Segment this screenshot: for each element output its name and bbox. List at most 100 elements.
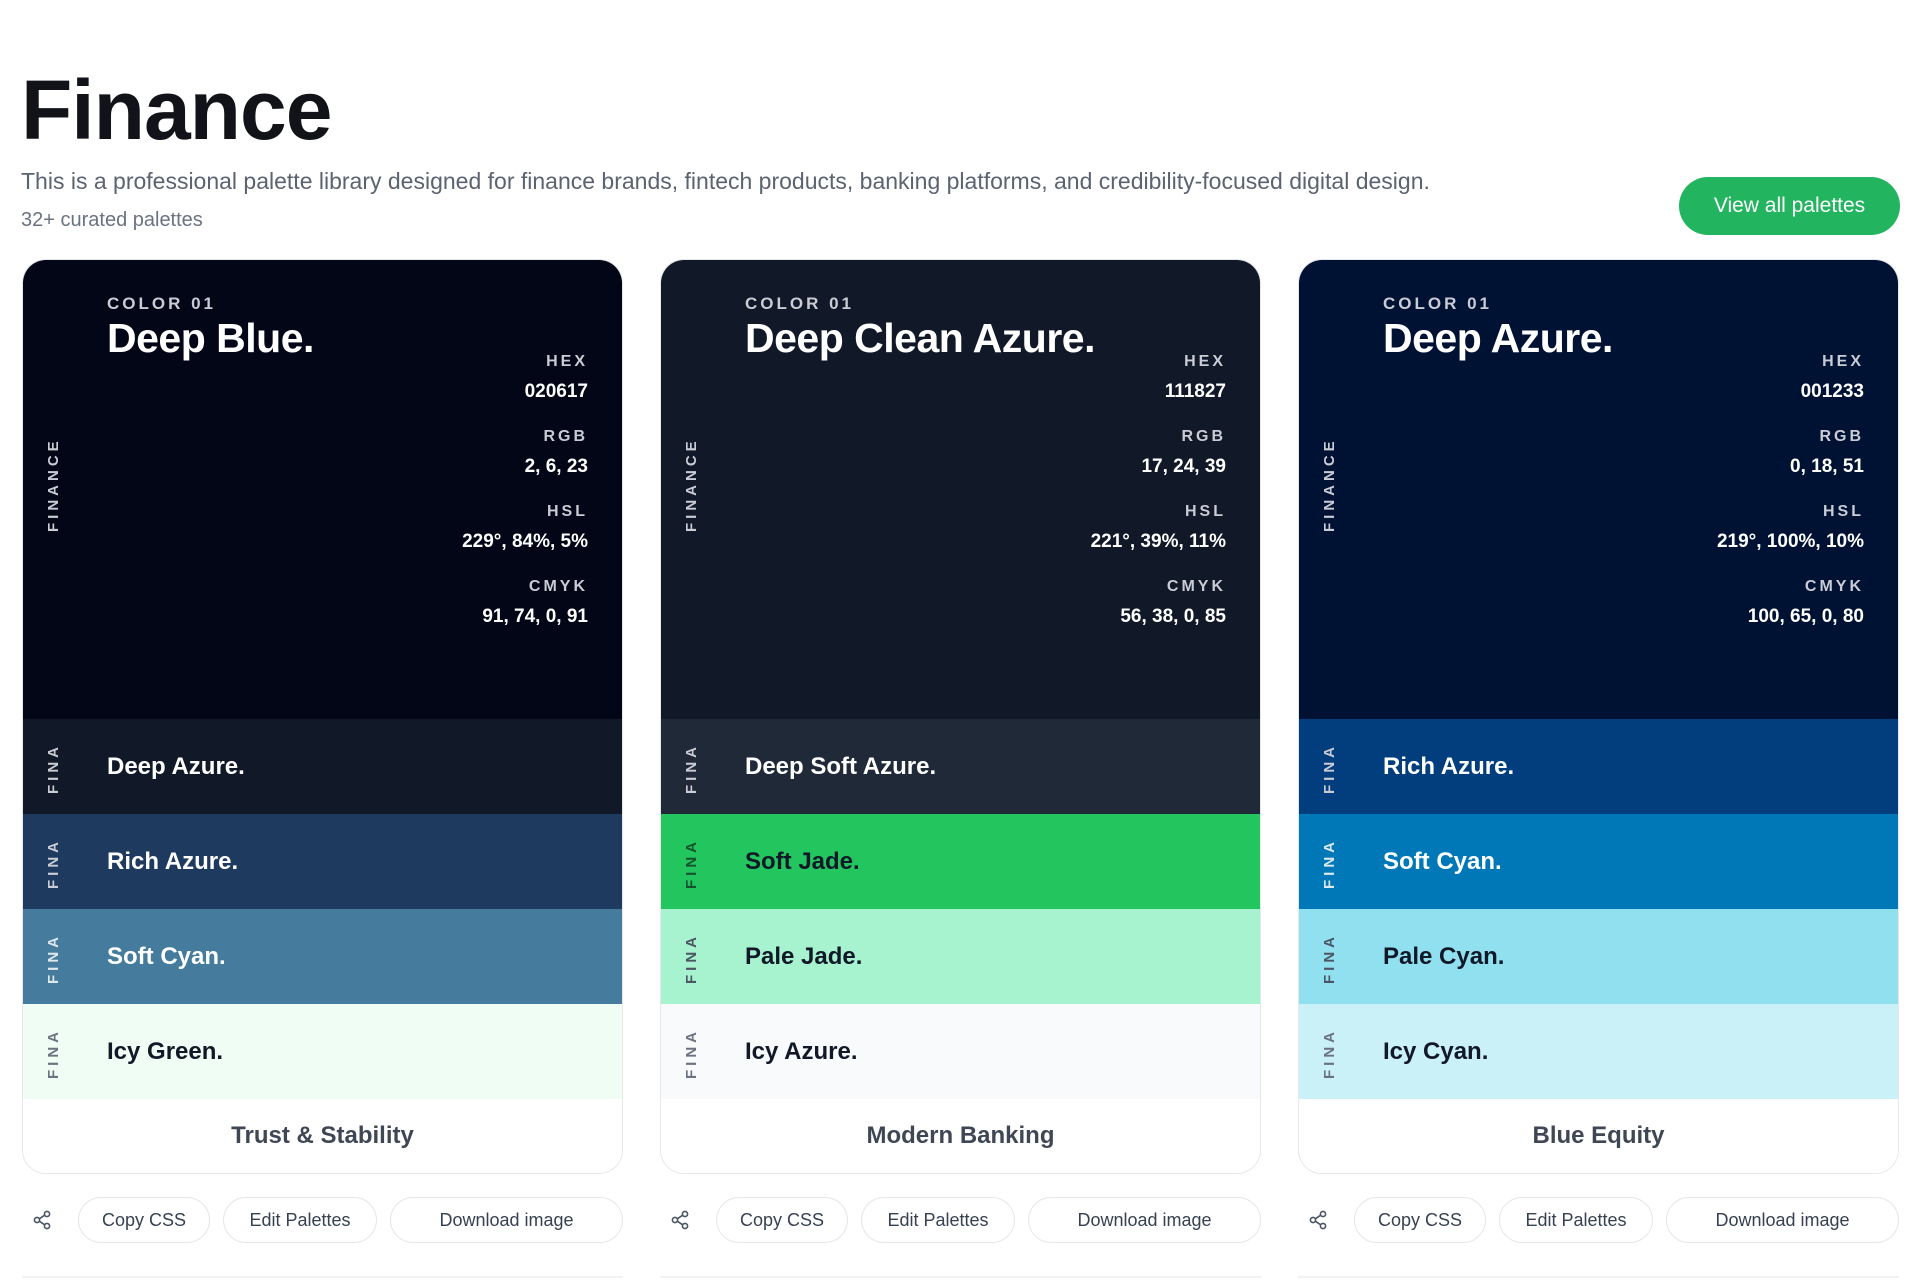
palette-card-column: FINANCE COLOR 01 Deep Clean Azure. HEX 11182…: [660, 259, 1261, 1278]
swatch-color-name: Icy Azure.: [745, 1038, 858, 1065]
share-icon[interactable]: [660, 1200, 700, 1240]
color-swatch[interactable]: FINA Icy Azure.: [661, 1004, 1260, 1099]
palette-actions: Copy CSS Edit Palettes Download image: [660, 1197, 1261, 1243]
view-all-palettes-button[interactable]: View all palettes: [1679, 177, 1900, 235]
palette-card-column: FINANCE COLOR 01 Deep Azure. HEX 001233 RGB 0,…: [1298, 259, 1899, 1278]
primary-color-swatch[interactable]: FINANCE COLOR 01 Deep Blue. HEX 020617 RGB 2, …: [23, 260, 622, 719]
color-swatch[interactable]: FINA Deep Soft Azure.: [661, 719, 1260, 814]
palette-card[interactable]: FINANCE COLOR 01 Deep Blue. HEX 020617 RGB 2, …: [22, 259, 623, 1174]
spec-hex: HEX 111827: [1091, 353, 1226, 403]
share-icon[interactable]: [22, 1200, 62, 1240]
spec-rgb-value[interactable]: 17, 24, 39: [1141, 456, 1226, 477]
swatch-side-label: FINA: [45, 933, 62, 984]
color-swatch[interactable]: FINA Icy Cyan.: [1299, 1004, 1898, 1099]
color-swatch[interactable]: FINA Pale Jade.: [661, 909, 1260, 1004]
spec-rgb-label: RGB: [1819, 428, 1864, 445]
swatch-side-label: FINA: [683, 933, 700, 984]
palette-card[interactable]: FINANCE COLOR 01 Deep Azure. HEX 001233 RGB 0,…: [1298, 259, 1899, 1174]
spec-hsl-value[interactable]: 219°, 100%, 10%: [1716, 531, 1864, 552]
swatch-color-name: Rich Azure.: [107, 848, 239, 875]
swatch-side-label: FINA: [1321, 743, 1338, 794]
spec-hsl-label: HSL: [1823, 503, 1864, 520]
color-swatch[interactable]: FINA Rich Azure.: [23, 814, 622, 909]
copy-css-button[interactable]: Copy CSS: [78, 1197, 210, 1243]
spec-cmyk-value[interactable]: 91, 74, 0, 91: [482, 606, 588, 627]
palette-name[interactable]: Trust & Stability: [23, 1099, 622, 1173]
swatch-color-name: Deep Azure.: [107, 753, 245, 780]
page-header: Finance This is a professional palette l…: [21, 60, 1901, 240]
palette-card[interactable]: FINANCE COLOR 01 Deep Clean Azure. HEX 11182…: [660, 259, 1261, 1174]
color-specs: HEX 111827 RGB 17, 24, 39 HSL 221°, 39%, 11% C…: [1091, 353, 1226, 653]
swatch-color-name: Icy Green.: [107, 1038, 224, 1065]
palette-card-column: FINANCE COLOR 01 Deep Blue. HEX 020617 RGB 2, …: [22, 259, 623, 1278]
palette-actions: Copy CSS Edit Palettes Download image: [22, 1197, 623, 1243]
swatch-side-label: FINA: [45, 838, 62, 889]
swatch-side-label: FINA: [1321, 1028, 1338, 1079]
palette-grid: FINANCE COLOR 01 Deep Blue. HEX 020617 RGB 2, …: [22, 259, 1902, 1278]
edit-palettes-button[interactable]: Edit Palettes: [223, 1197, 377, 1243]
spec-hsl: HSL 221°, 39%, 11%: [1091, 503, 1226, 553]
spec-hex-value[interactable]: 001233: [1800, 381, 1864, 402]
color-swatch[interactable]: FINA Deep Azure.: [23, 719, 622, 814]
color-swatch[interactable]: FINA Rich Azure.: [1299, 719, 1898, 814]
spec-hsl-label: HSL: [1185, 503, 1226, 520]
spec-hsl-label: HSL: [547, 503, 588, 520]
copy-css-button[interactable]: Copy CSS: [716, 1197, 848, 1243]
spec-hex-label: HEX: [1822, 353, 1864, 370]
spec-hsl: HSL 219°, 100%, 10%: [1717, 503, 1864, 553]
primary-color-name: Deep Azure.: [1383, 315, 1613, 361]
download-image-button[interactable]: Download image: [1666, 1197, 1899, 1243]
copy-css-button[interactable]: Copy CSS: [1354, 1197, 1486, 1243]
swatch-color-name: Pale Cyan.: [1383, 943, 1505, 970]
spec-rgb-value[interactable]: 2, 6, 23: [524, 456, 588, 477]
color-swatch[interactable]: FINA Soft Cyan.: [1299, 814, 1898, 909]
spec-hsl-value[interactable]: 221°, 39%, 11%: [1090, 531, 1226, 552]
swatch-color-name: Soft Cyan.: [1383, 848, 1502, 875]
page-title: Finance: [21, 63, 332, 157]
spec-hex: HEX 020617: [462, 353, 588, 403]
spec-cmyk-label: CMYK: [1166, 578, 1226, 595]
spec-cmyk: CMYK 91, 74, 0, 91: [462, 578, 588, 628]
color-swatch[interactable]: FINA Pale Cyan.: [1299, 909, 1898, 1004]
share-icon[interactable]: [1298, 1200, 1338, 1240]
color-swatch[interactable]: FINA Soft Cyan.: [23, 909, 622, 1004]
swatch-color-name: Icy Cyan.: [1383, 1038, 1489, 1065]
swatch-side-label: FINANCE: [1321, 437, 1338, 532]
spec-rgb-label: RGB: [1181, 428, 1226, 445]
primary-color-swatch[interactable]: FINANCE COLOR 01 Deep Azure. HEX 001233 RGB 0,…: [1299, 260, 1898, 719]
download-image-button[interactable]: Download image: [390, 1197, 623, 1243]
spec-cmyk-label: CMYK: [528, 578, 588, 595]
download-image-button[interactable]: Download image: [1028, 1197, 1261, 1243]
palette-name[interactable]: Blue Equity: [1299, 1099, 1898, 1173]
primary-color-name: Deep Clean Azure.: [745, 315, 1095, 361]
palette-name[interactable]: Modern Banking: [661, 1099, 1260, 1173]
swatch-color-name: Pale Jade.: [745, 943, 863, 970]
spec-hex-label: HEX: [1184, 353, 1226, 370]
swatch-side-label: FINA: [45, 1028, 62, 1079]
spec-cmyk-value[interactable]: 56, 38, 0, 85: [1120, 606, 1226, 627]
palette-actions: Copy CSS Edit Palettes Download image: [1298, 1197, 1899, 1243]
edit-palettes-button[interactable]: Edit Palettes: [861, 1197, 1015, 1243]
color-swatch[interactable]: FINA Soft Jade.: [661, 814, 1260, 909]
swatch-color-name: Soft Cyan.: [107, 943, 226, 970]
spec-hex-label: HEX: [546, 353, 588, 370]
color-swatch[interactable]: FINA Icy Green.: [23, 1004, 622, 1099]
spec-hex: HEX 001233: [1717, 353, 1864, 403]
color-specs: HEX 001233 RGB 0, 18, 51 HSL 219°, 100%, 10% C…: [1717, 353, 1864, 653]
edit-palettes-button[interactable]: Edit Palettes: [1499, 1197, 1653, 1243]
spec-rgb: RGB 0, 18, 51: [1717, 428, 1864, 478]
swatch-side-label: FINA: [1321, 933, 1338, 984]
page-description: This is a professional palette library d…: [21, 168, 1430, 194]
swatch-color-name: Soft Jade.: [745, 848, 860, 875]
spec-cmyk-value[interactable]: 100, 65, 0, 80: [1747, 606, 1864, 627]
spec-hex-value[interactable]: 111827: [1164, 381, 1226, 402]
spec-cmyk: CMYK 100, 65, 0, 80: [1717, 578, 1864, 628]
spec-rgb-value[interactable]: 0, 18, 51: [1790, 456, 1864, 477]
spec-hex-value[interactable]: 020617: [524, 381, 588, 402]
primary-color-swatch[interactable]: FINANCE COLOR 01 Deep Clean Azure. HEX 11182…: [661, 260, 1260, 719]
swatch-side-label: FINA: [45, 743, 62, 794]
swatch-side-label: FINANCE: [45, 437, 62, 532]
spec-rgb-label: RGB: [543, 428, 588, 445]
swatch-color-name: Rich Azure.: [1383, 753, 1515, 780]
spec-hsl-value[interactable]: 229°, 84%, 5%: [462, 531, 588, 552]
